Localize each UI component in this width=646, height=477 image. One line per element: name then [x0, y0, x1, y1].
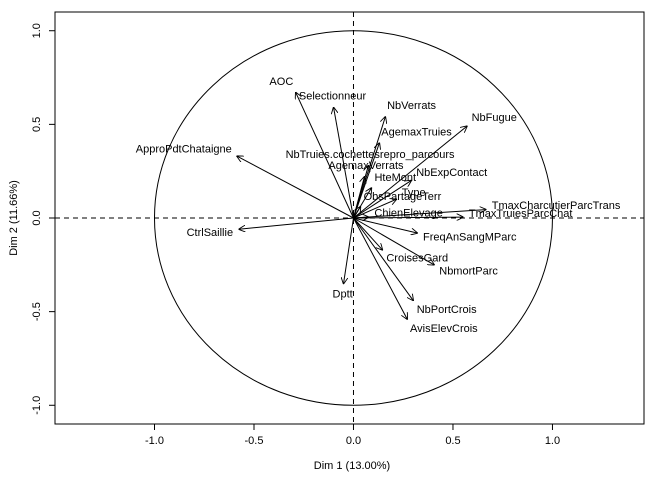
- variable-label: NbFugue: [472, 112, 517, 124]
- variable-label: ApproPdtChataigne: [136, 143, 232, 155]
- x-tick-label: -1.0: [145, 435, 164, 447]
- y-tick-label: 1.0: [31, 23, 43, 38]
- y-tick-label: 0.5: [31, 117, 43, 132]
- variable-label: ChienElevage: [374, 207, 443, 219]
- variable-label: Selectionneur: [299, 91, 367, 103]
- variable-label: NbExpContact: [416, 167, 487, 179]
- variable-label: AOC: [269, 76, 293, 88]
- y-tick-label: 0.0: [31, 210, 43, 225]
- variable-label: CtrlSaillie: [187, 227, 233, 239]
- variable-arrow: [353, 126, 466, 219]
- variable-label: TmaxCharcutierParcTrans: [492, 200, 621, 212]
- variable-label: AvisElevCrois: [410, 323, 478, 335]
- x-tick-label: -0.5: [245, 435, 264, 447]
- variable-arrow: [353, 217, 407, 319]
- variable-arrow: [353, 217, 413, 300]
- y-axis-title: Dim 2 (11.66%): [8, 180, 20, 256]
- y-tick-label: -0.5: [31, 302, 43, 321]
- variable-label: NbVerrats: [387, 100, 436, 112]
- correlation-circle: [153, 30, 553, 406]
- variable-arrow: [353, 210, 485, 219]
- y-tick-label: -1.0: [31, 396, 43, 415]
- variable-label: CroisesGard: [386, 253, 448, 265]
- variable-arrow: [353, 199, 396, 219]
- variable-arrow: [353, 181, 411, 219]
- variable-arrow: [334, 108, 354, 219]
- variable-label: FreqAnSangMParc: [423, 232, 517, 244]
- x-tick-label: 0.5: [445, 435, 460, 447]
- variable-arrow: [353, 217, 382, 250]
- variable-arrow: [237, 156, 354, 219]
- variable-label: NbTruies.cochettesrepro_parcours: [286, 149, 455, 161]
- x-axis-title: Dim 1 (13.00%): [314, 460, 390, 472]
- variable-label: NbmortParc: [439, 266, 498, 278]
- x-tick-label: 0.0: [346, 435, 361, 447]
- variable-label: ObsPartageTerr: [364, 191, 442, 203]
- variable-label: AgemaxVerrats: [328, 160, 404, 172]
- variable-label: TmaxTruiesParcChat: [469, 208, 573, 220]
- variable-arrow: [296, 93, 354, 219]
- x-tick-label: 1.0: [545, 435, 560, 447]
- variable-arrow: [344, 217, 354, 284]
- variable-label: HteMont: [374, 172, 416, 184]
- variable-arrow: [353, 217, 434, 265]
- variable-arrow: [353, 217, 417, 233]
- variable-arrow: [353, 217, 462, 218]
- variable-label: Type: [402, 187, 426, 199]
- variable-arrow: [239, 217, 354, 229]
- variable-label: NbPortCrois: [417, 304, 477, 316]
- variable-label: AgemaxTruies: [381, 126, 452, 138]
- variable-label: Dptt: [333, 288, 353, 300]
- variable-arrow: [353, 207, 360, 219]
